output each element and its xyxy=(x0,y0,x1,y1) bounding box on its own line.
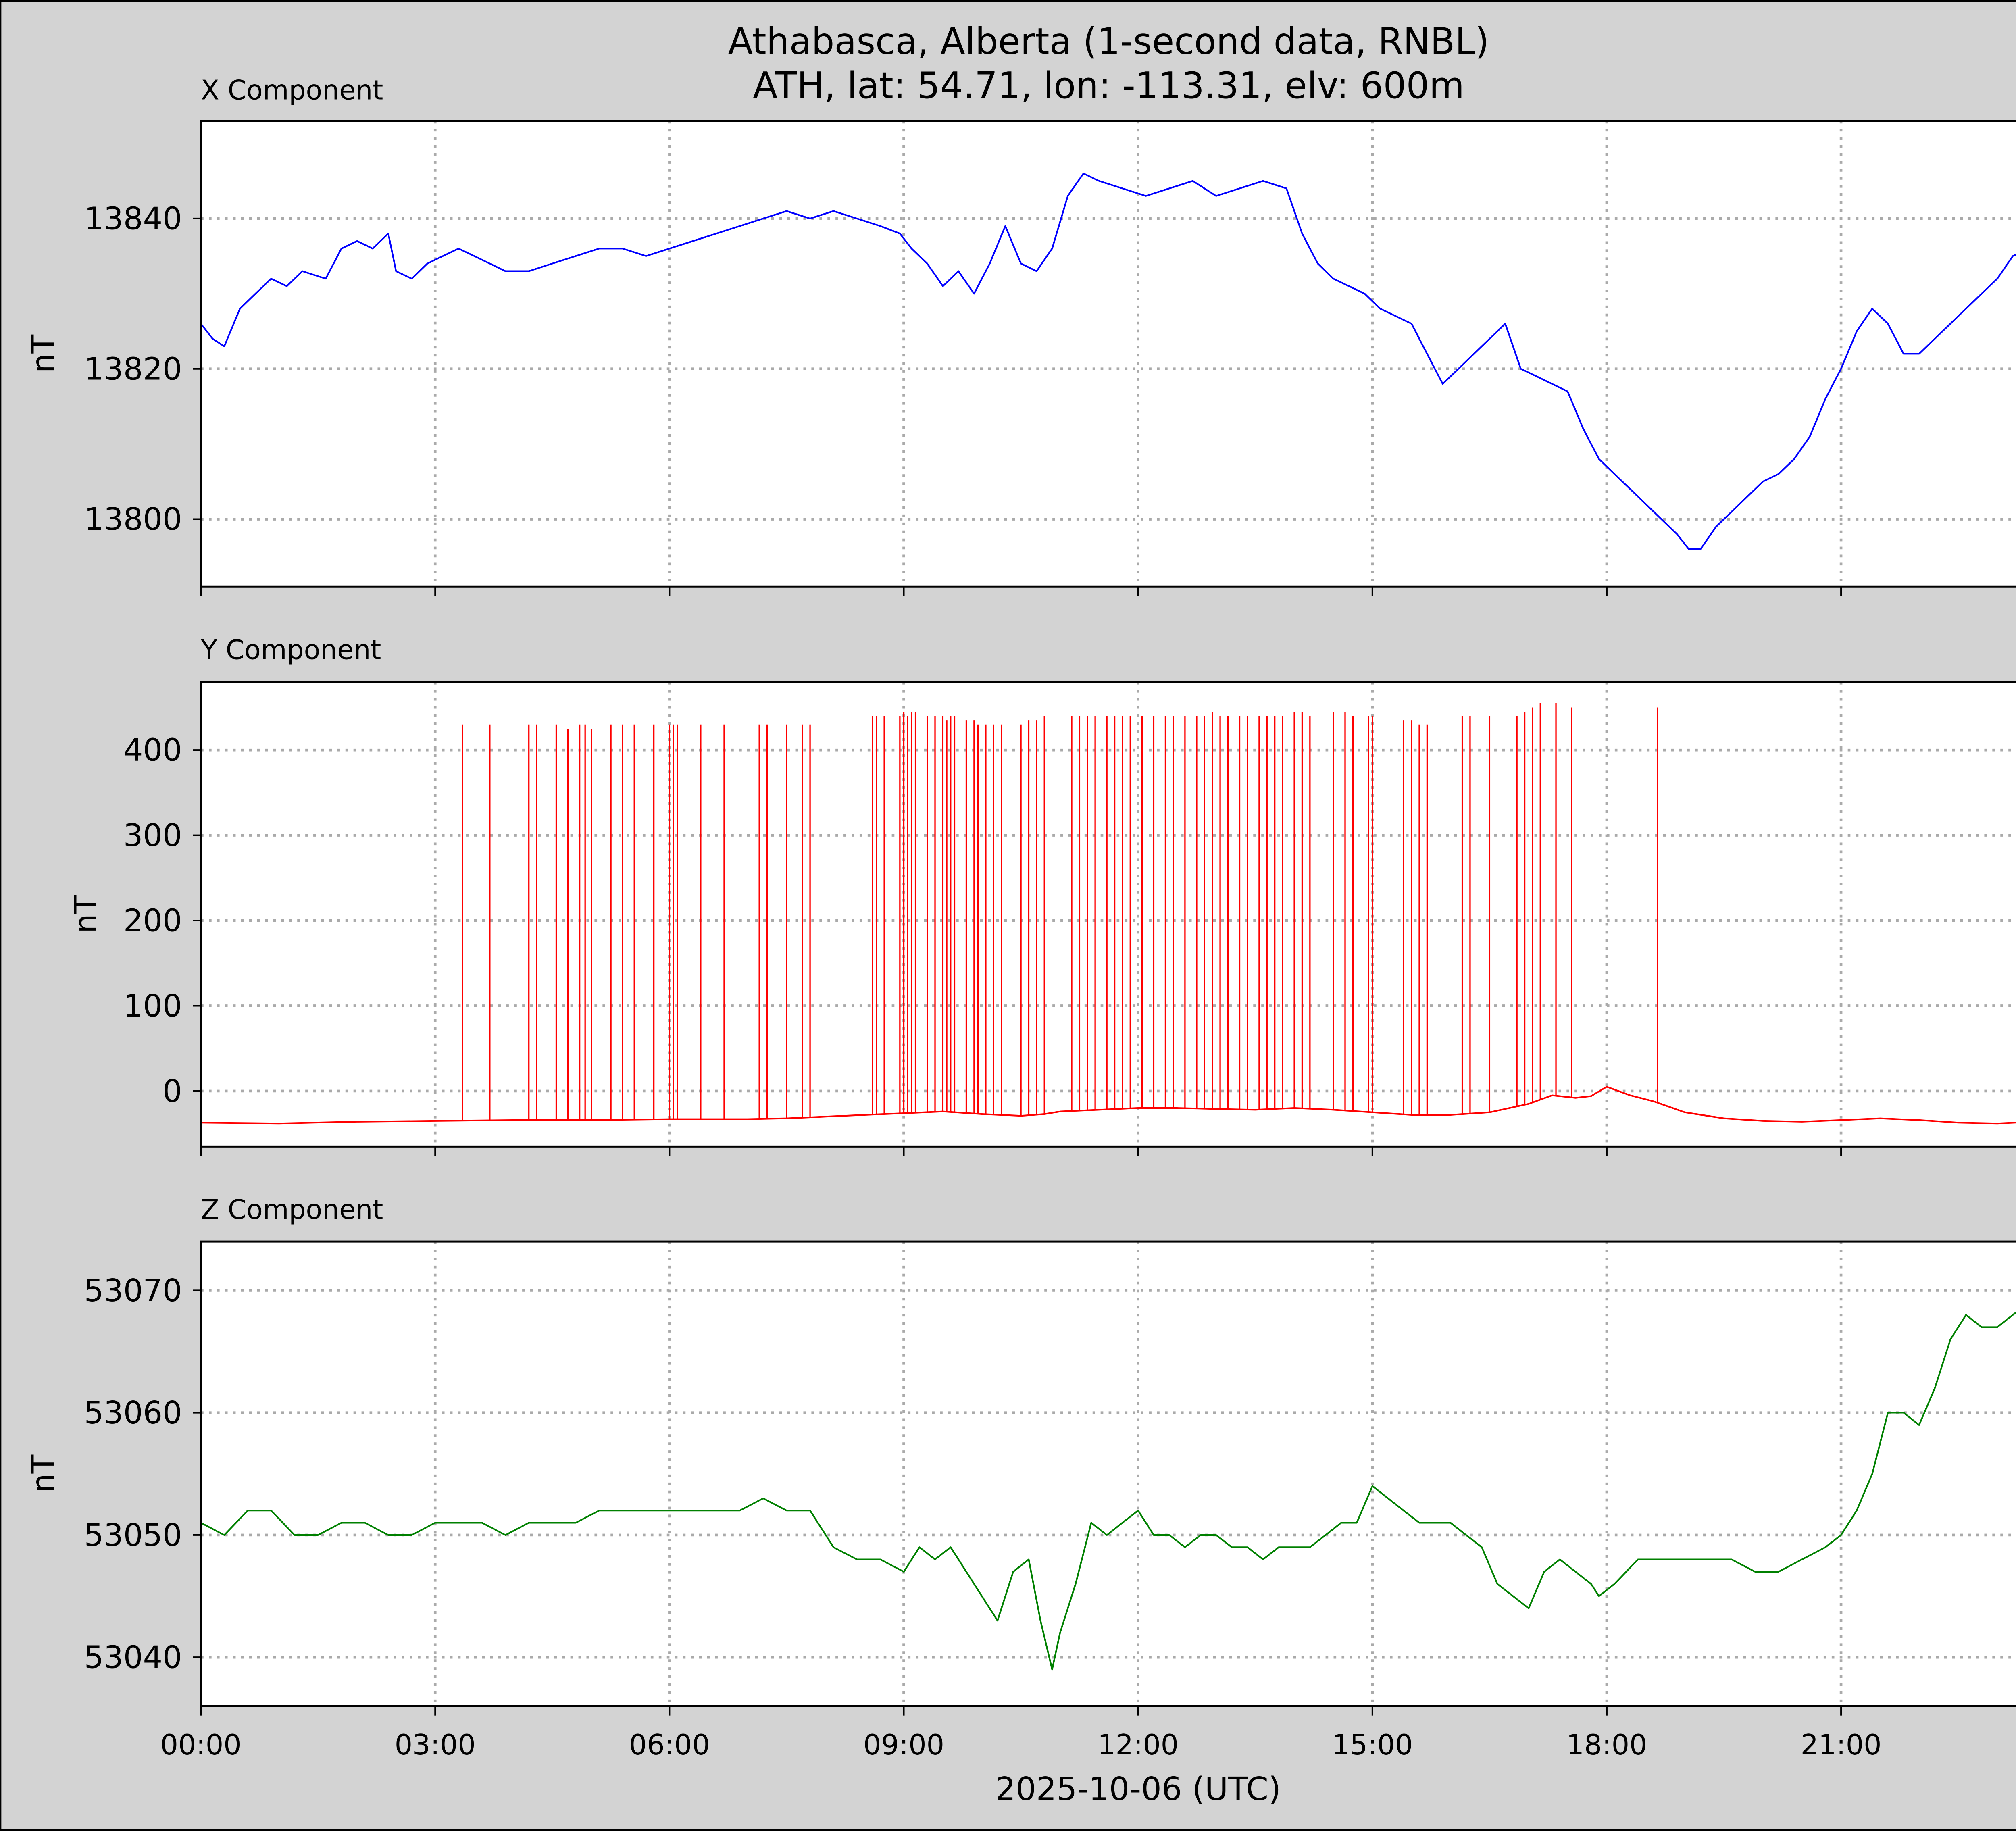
y-tick-label: 0 xyxy=(162,1073,182,1109)
y-axis-label: nT xyxy=(68,895,104,933)
x-tick-label: 15:00 xyxy=(1332,1729,1413,1761)
series-line xyxy=(200,173,2016,550)
axes-frame xyxy=(200,1240,2016,1707)
y-component-panel: 0 100 200 300 400 Y Component nT xyxy=(68,634,2016,1156)
panel-title: Y Component xyxy=(200,634,381,666)
y-tick-label: 53050 xyxy=(84,1517,182,1553)
plot-area xyxy=(201,682,2016,1147)
y-axis-label: nT xyxy=(25,1454,61,1493)
x-tick-label: 12:00 xyxy=(1098,1729,1179,1761)
x-tick-labels: 00:00 03:00 06:00 09:00 12:00 15:00 18:00 21:00 xyxy=(160,1729,1882,1761)
y-tick-label: 53040 xyxy=(84,1640,182,1676)
y-tick-label: 100 xyxy=(123,988,182,1024)
axes-frame xyxy=(200,681,2016,1148)
y-tick-label: 53070 xyxy=(84,1273,182,1309)
y-tick-label: 300 xyxy=(123,818,182,854)
x-component-panel: 13800 13820 13840 X Component nT xyxy=(25,74,2016,596)
series-line xyxy=(200,1311,2016,1671)
y-tick-label: 13820 xyxy=(84,351,182,387)
plot-area xyxy=(201,121,2016,587)
y-tick-label: 13800 xyxy=(84,502,182,537)
figure-title-line1: Athabasca, Alberta (1-second data, RNBL) xyxy=(728,21,1489,63)
y-axis-label: nT xyxy=(25,335,61,373)
x-tick-label: 21:00 xyxy=(1801,1729,1882,1761)
x-axis-label: 2025-10-06 (UTC) xyxy=(995,1770,1281,1808)
y-tick-label: 53060 xyxy=(84,1395,182,1431)
figure-title-line2: ATH, lat: 54.71, lon: -113.31, elv: 600m xyxy=(753,65,1464,107)
x-tick-label: 03:00 xyxy=(395,1729,476,1761)
y-tick-label: 200 xyxy=(123,903,182,939)
z-component-panel: 53040 53050 53060 53070 Z Component nT xyxy=(25,1194,2016,1716)
x-tick-label: 18:00 xyxy=(1566,1729,1647,1761)
panel-title: Z Component xyxy=(201,1194,383,1225)
x-tick-label: 06:00 xyxy=(629,1729,710,1761)
y-tick-label: 13840 xyxy=(84,201,182,237)
panel-title: X Component xyxy=(201,74,383,106)
plot-area xyxy=(201,1241,2016,1706)
axes-frame xyxy=(200,120,2016,588)
x-tick-label: 00:00 xyxy=(160,1729,242,1761)
x-tick-label: 09:00 xyxy=(863,1729,944,1761)
y-tick-label: 400 xyxy=(123,733,182,769)
